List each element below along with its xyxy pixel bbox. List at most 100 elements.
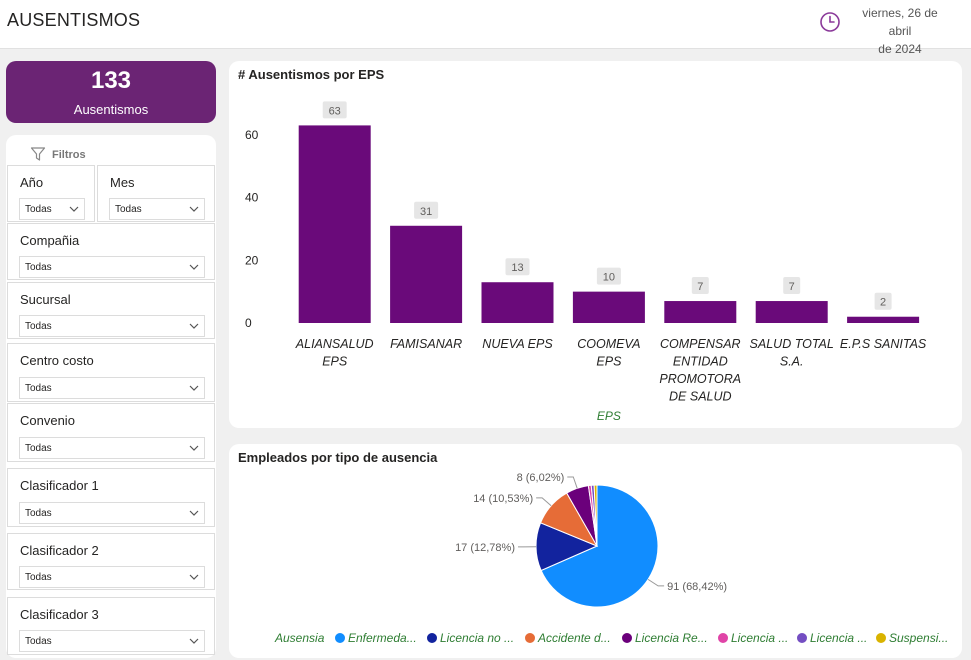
chevron-down-icon xyxy=(189,638,199,644)
legend-item[interactable]: Licencia ... xyxy=(731,631,788,645)
kpi-label: Ausentismos xyxy=(73,102,149,117)
data-label-bg xyxy=(414,201,439,219)
slicer-classifier-1-label: Clasificador 1 xyxy=(20,478,99,493)
filters-title: Filtros xyxy=(52,149,86,161)
x-tick-label: ALIANSALUD xyxy=(295,337,374,351)
bar[interactable] xyxy=(298,125,371,323)
data-label-bg xyxy=(596,267,621,285)
legend-item[interactable]: Licencia no ... xyxy=(440,631,514,645)
month-dropdown-value: Todas xyxy=(115,204,142,215)
x-tick-label: EPS xyxy=(322,355,348,369)
pie-slice[interactable] xyxy=(593,484,598,547)
leader-line xyxy=(536,497,552,507)
filter-icon xyxy=(30,147,46,161)
branch-dropdown[interactable]: Todas xyxy=(19,315,205,337)
classifier-3-dropdown[interactable]: Todas xyxy=(19,630,205,652)
pie-chart-title: Empleados por tipo de ausencia xyxy=(238,450,438,465)
x-axis-title: EPS xyxy=(597,409,621,423)
slicer-classifier-2: Clasificador 2 Todas xyxy=(7,533,215,590)
date-line-1: viernes, 26 de abril xyxy=(862,6,938,38)
kpi-card-ausentismos[interactable]: 133 Ausentismos xyxy=(6,61,216,123)
bar[interactable] xyxy=(664,301,737,323)
branch-dropdown-value: Todas xyxy=(25,321,52,332)
pie-data-label: 17 (12,78%) xyxy=(455,542,515,554)
x-tick-label: PROMOTORA xyxy=(659,372,741,386)
slicer-year-label: Año xyxy=(20,175,44,190)
x-tick-label: DE SALUD xyxy=(669,390,732,404)
slicer-cost-center-label: Centro costo xyxy=(20,353,94,368)
cost-center-dropdown-value: Todas xyxy=(25,383,52,394)
slicer-branch: Sucursal Todas xyxy=(7,282,215,339)
slicer-cost-center: Centro costo Todas xyxy=(7,343,215,402)
kpi-value: 133 xyxy=(90,67,132,94)
chevron-down-icon xyxy=(69,206,79,212)
cost-center-dropdown[interactable]: Todas xyxy=(19,377,205,399)
bar[interactable] xyxy=(481,282,554,323)
classifier-1-dropdown[interactable]: Todas xyxy=(19,502,205,524)
legend-item[interactable]: Suspensi... xyxy=(889,631,948,645)
slicer-classifier-1: Clasificador 1 Todas xyxy=(7,468,215,527)
x-tick-label: ENTIDAD xyxy=(673,355,728,369)
classifier-2-dropdown-value: Todas xyxy=(25,572,52,583)
bar[interactable] xyxy=(847,316,920,323)
x-tick-label: COOMEVA xyxy=(577,337,640,351)
x-tick-label: E.P.S SANITAS xyxy=(840,337,927,351)
filters-panel: Filtros Año Todas Mes Todas Compañia Tod… xyxy=(6,135,216,658)
slicer-branch-label: Sucursal xyxy=(20,292,71,307)
chevron-down-icon xyxy=(189,510,199,516)
company-dropdown[interactable]: Todas xyxy=(19,256,205,278)
bar[interactable] xyxy=(755,301,828,323)
month-dropdown[interactable]: Todas xyxy=(109,198,205,220)
legend-item[interactable]: Licencia Re... xyxy=(635,631,708,645)
classifier-2-dropdown[interactable]: Todas xyxy=(19,566,205,588)
y-tick-label: 20 xyxy=(245,253,259,267)
company-dropdown-value: Todas xyxy=(25,262,52,273)
data-label-bg xyxy=(691,277,709,295)
chevron-down-icon xyxy=(189,264,199,270)
slicer-classifier-2-label: Clasificador 2 xyxy=(20,543,99,558)
y-tick-label: 40 xyxy=(245,191,259,205)
chevron-down-icon xyxy=(189,206,199,212)
legend-item[interactable]: Licencia ... xyxy=(810,631,867,645)
legend-item[interactable]: Enfermeda... xyxy=(348,631,417,645)
absence-type-pie-panel: Empleados por tipo de ausencia 91 (68,42… xyxy=(229,444,962,658)
legend-marker xyxy=(427,633,437,643)
data-label-bg xyxy=(783,277,801,295)
legend-item[interactable]: Accidente d... xyxy=(537,631,611,645)
y-tick-label: 0 xyxy=(245,316,252,330)
bar[interactable] xyxy=(390,225,463,323)
agreement-dropdown[interactable]: Todas xyxy=(19,437,205,459)
x-tick-label: EPS xyxy=(596,355,622,369)
bar[interactable] xyxy=(572,291,645,323)
pie-data-label: 14 (10,53%) xyxy=(473,493,533,505)
pie-data-label: 8 (6,02%) xyxy=(517,472,565,484)
data-label-bg xyxy=(874,292,892,310)
slicer-company-label: Compañia xyxy=(20,233,80,248)
classifier-3-dropdown-value: Todas xyxy=(25,636,52,647)
absence-type-pie-chart: 91 (68,42%) 17 (12,78%) 14 (10,53%) 8 (6,02… xyxy=(274,472,948,645)
eps-chart-title: # Ausentismos por EPS xyxy=(238,67,385,82)
chevron-down-icon xyxy=(189,385,199,391)
report-date: viernes, 26 de abril de 2024 xyxy=(852,4,948,58)
eps-bar-chart-panel: # Ausentismos por EPS 0 20 40 60 63 ALIANSALU… xyxy=(229,61,962,428)
clock-icon xyxy=(820,12,840,32)
data-label-bg xyxy=(505,258,530,276)
leader-line xyxy=(647,578,665,587)
slicer-agreement-label: Convenio xyxy=(20,413,75,428)
x-tick-label: FAMISANAR xyxy=(390,337,462,351)
chevron-down-icon xyxy=(189,445,199,451)
legend-marker xyxy=(622,633,632,643)
legend-marker xyxy=(525,633,535,643)
data-label: 7 xyxy=(697,281,703,293)
x-tick-label: SALUD TOTAL xyxy=(750,337,834,351)
data-label: 2 xyxy=(880,297,886,309)
legend-marker xyxy=(797,633,807,643)
data-label: 63 xyxy=(329,105,341,117)
eps-bar-chart: 0 20 40 60 63 ALIANSALUD EPS 31 FAMISANAR 13 NUEVA… xyxy=(245,101,927,423)
year-dropdown[interactable]: Todas xyxy=(19,198,85,220)
classifier-1-dropdown-value: Todas xyxy=(25,508,52,519)
pie-slice[interactable] xyxy=(540,484,659,608)
agreement-dropdown-value: Todas xyxy=(25,443,52,454)
legend-marker xyxy=(876,633,886,643)
data-label-bg xyxy=(322,101,347,119)
